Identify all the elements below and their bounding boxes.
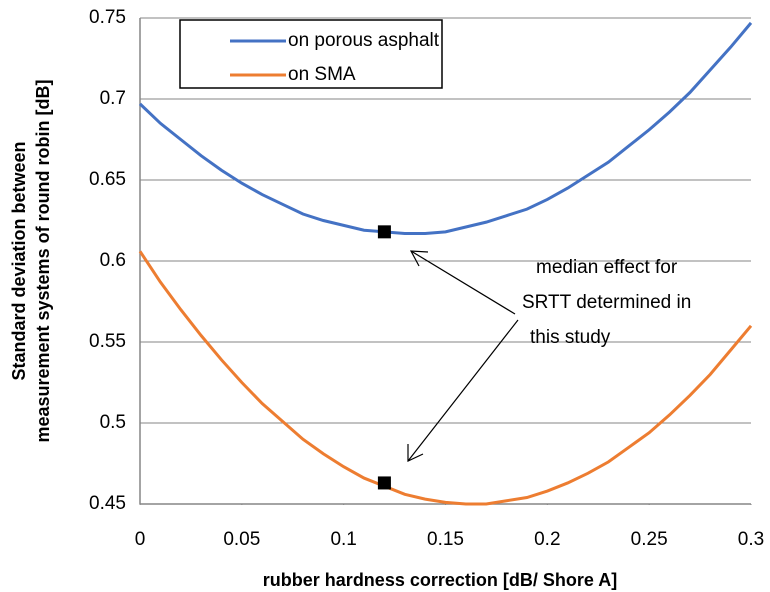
arrow [407, 319, 519, 462]
x-axis-title: rubber hardness correction [dB/ Shore A] [263, 570, 617, 590]
annotation: this study [530, 327, 611, 348]
y-tick-label: 0.65 [89, 169, 126, 190]
legend-label: on porous asphalt [288, 30, 440, 51]
annotation: SRTT determined in [522, 292, 691, 313]
legend [179, 19, 443, 89]
highlight-marker [377, 476, 391, 490]
x-tick-label: 0.3 [738, 529, 764, 550]
x-tick-label: 0.15 [427, 529, 464, 550]
arrows [407, 250, 519, 462]
y-tick-label: 0.6 [100, 250, 126, 271]
y-tick-label: 0.45 [89, 493, 126, 514]
x-tick-label: 0.1 [330, 529, 356, 550]
grid [140, 17, 751, 505]
y-axis-title: Standard deviation between [9, 141, 29, 380]
x-tick-label: 0.2 [534, 529, 560, 550]
plot [138, 21, 753, 506]
x-tick-label: 0.25 [631, 529, 668, 550]
x-tick-label: 0.05 [223, 529, 260, 550]
legend-entries: on porous asphalt on SMA [230, 30, 440, 85]
y-tick-label: 0.5 [100, 412, 126, 433]
y-tick-label: 0.75 [89, 7, 126, 28]
arrow-head [409, 250, 429, 267]
y-tick-label: 0.55 [89, 331, 126, 352]
arrow-head [407, 444, 424, 462]
highlight-marker [377, 225, 391, 239]
series-line [138, 21, 753, 235]
y-tick-label: 0.7 [100, 88, 126, 109]
x-tick-label: 0 [135, 529, 146, 550]
legend-label: on SMA [288, 64, 356, 85]
arrow [410, 250, 516, 315]
series-line [138, 250, 753, 506]
annotation: median effect for [536, 257, 678, 278]
y-axis-title: measurement systems of round robin [dB] [33, 79, 53, 442]
